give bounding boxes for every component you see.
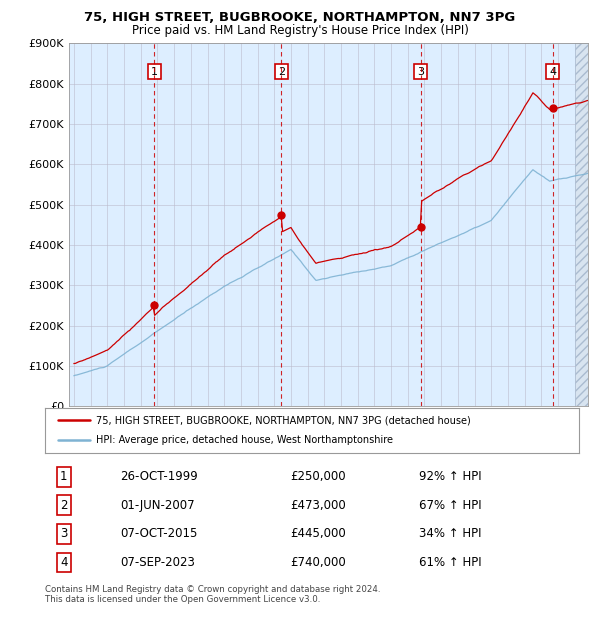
Text: 67% ↑ HPI: 67% ↑ HPI: [419, 499, 481, 511]
Text: 01-JUN-2007: 01-JUN-2007: [120, 499, 194, 511]
Text: 3: 3: [60, 528, 67, 540]
Bar: [575, 43, 596, 406]
Text: Price paid vs. HM Land Registry's House Price Index (HPI): Price paid vs. HM Land Registry's House …: [131, 24, 469, 37]
Text: 07-OCT-2015: 07-OCT-2015: [120, 528, 197, 540]
Text: £445,000: £445,000: [290, 528, 346, 540]
Text: Contains HM Land Registry data © Crown copyright and database right 2024.
This d: Contains HM Land Registry data © Crown c…: [45, 585, 380, 604]
Text: 07-SEP-2023: 07-SEP-2023: [120, 556, 194, 569]
Text: £250,000: £250,000: [290, 471, 346, 483]
Text: 34% ↑ HPI: 34% ↑ HPI: [419, 528, 481, 540]
Text: 2: 2: [278, 66, 285, 77]
Text: £473,000: £473,000: [290, 499, 346, 511]
Text: 92% ↑ HPI: 92% ↑ HPI: [419, 471, 481, 483]
Text: 2: 2: [60, 499, 67, 511]
Text: £740,000: £740,000: [290, 556, 346, 569]
Text: 1: 1: [60, 471, 67, 483]
Text: 3: 3: [417, 66, 424, 77]
Text: 4: 4: [549, 66, 556, 77]
Text: 4: 4: [60, 556, 67, 569]
Text: 75, HIGH STREET, BUGBROOKE, NORTHAMPTON, NN7 3PG (detached house): 75, HIGH STREET, BUGBROOKE, NORTHAMPTON,…: [96, 415, 470, 425]
Text: 75, HIGH STREET, BUGBROOKE, NORTHAMPTON, NN7 3PG: 75, HIGH STREET, BUGBROOKE, NORTHAMPTON,…: [85, 11, 515, 24]
Text: 1: 1: [151, 66, 158, 77]
Text: 61% ↑ HPI: 61% ↑ HPI: [419, 556, 481, 569]
Text: 26-OCT-1999: 26-OCT-1999: [120, 471, 197, 483]
Text: HPI: Average price, detached house, West Northamptonshire: HPI: Average price, detached house, West…: [96, 435, 393, 445]
